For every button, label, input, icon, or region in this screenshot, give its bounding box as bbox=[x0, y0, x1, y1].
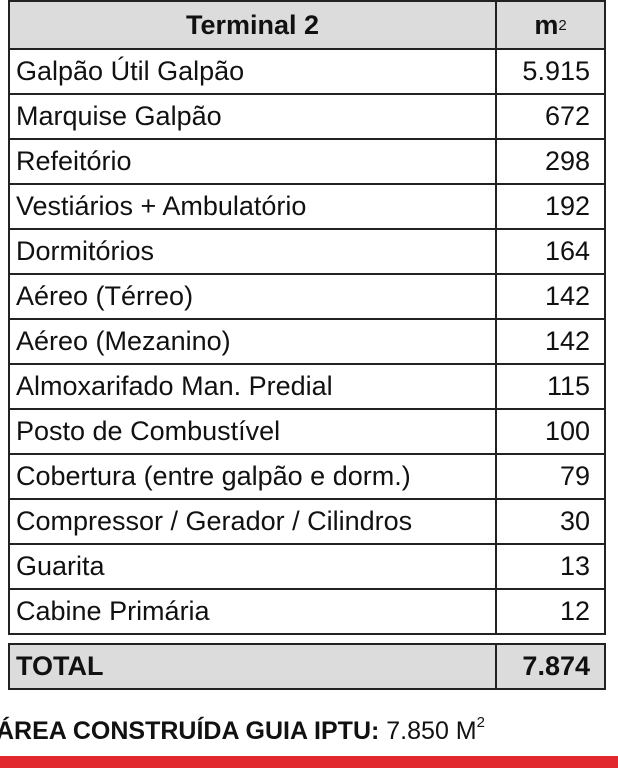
row-value: 298 bbox=[495, 138, 606, 185]
unit-text: m bbox=[534, 9, 559, 40]
red-bar bbox=[0, 756, 618, 768]
footer-label: ÁREA CONSTRUÍDA GUIA IPTU: bbox=[0, 717, 380, 745]
row-value: 30 bbox=[495, 498, 606, 545]
row-value: 192 bbox=[495, 183, 606, 230]
row-value: 79 bbox=[495, 453, 606, 500]
row-value: 12 bbox=[495, 588, 606, 635]
row-value: 115 bbox=[495, 363, 606, 410]
row-name: Marquise Galpão bbox=[8, 93, 497, 140]
row-name: Refeitório bbox=[8, 138, 497, 185]
header-title-text: Terminal 2 bbox=[185, 9, 320, 40]
row-name: Aéreo (Térreo) bbox=[8, 273, 497, 320]
row-value: 100 bbox=[495, 408, 606, 455]
row-value: 142 bbox=[495, 318, 606, 365]
row-name: Vestiários + Ambulatório bbox=[8, 183, 497, 230]
total-label: TOTAL bbox=[8, 643, 497, 690]
footer-sup: 2 bbox=[476, 714, 485, 731]
row-value: 142 bbox=[495, 273, 606, 320]
row-name: Dormitórios bbox=[8, 228, 497, 275]
row-name: Posto de Combustível bbox=[8, 408, 497, 455]
header-title: Terminal 2 bbox=[8, 0, 497, 50]
total-value: 7.874 bbox=[495, 643, 606, 690]
row-name: Cabine Primária bbox=[8, 588, 497, 635]
row-name: Aéreo (Mezanino) bbox=[8, 318, 497, 365]
row-name: Cobertura (entre galpão e dorm.) bbox=[8, 453, 497, 500]
row-name: Almoxarifado Man. Predial bbox=[8, 363, 497, 410]
row-value: 5.915 bbox=[495, 48, 606, 95]
row-value: 672 bbox=[495, 93, 606, 140]
unit-sup: 2 bbox=[558, 16, 567, 34]
row-name: Galpão Útil Galpão bbox=[8, 48, 497, 95]
row-name: Compressor / Gerador / Cilindros bbox=[8, 498, 497, 545]
footer-value: 7.850 M bbox=[386, 717, 477, 745]
row-name: Guarita bbox=[8, 543, 497, 590]
row-value: 164 bbox=[495, 228, 606, 275]
row-value: 13 bbox=[495, 543, 606, 590]
footer: ÁREA CONSTRUÍDA GUIA IPTU: 7.850 M2 bbox=[0, 714, 485, 746]
